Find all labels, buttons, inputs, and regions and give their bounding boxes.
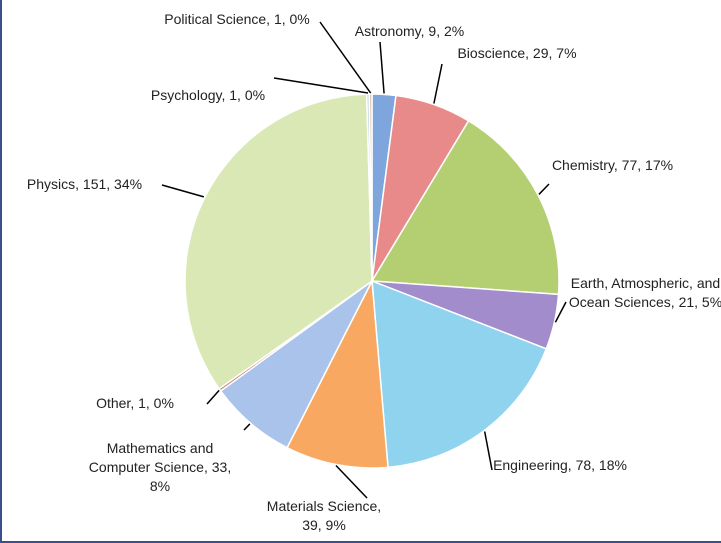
leader-line — [243, 423, 251, 431]
leader-line — [319, 21, 372, 94]
leader-line — [273, 77, 369, 94]
pie-slice — [368, 93, 373, 282]
pie-slice — [184, 93, 373, 390]
leader-line — [379, 41, 385, 94]
data-label: Bioscience, 29, 7% — [457, 45, 577, 61]
data-label: Chemistry, 77, 17% — [551, 157, 674, 173]
leader-line — [433, 63, 443, 104]
data-label: Earth, Atmospheric, and Ocean Sciences, … — [568, 275, 721, 310]
leader-line — [206, 389, 220, 405]
data-label: Engineering, 78, 18% — [493, 457, 627, 473]
data-label: Political Science, 1, 0% — [164, 11, 310, 27]
leader-line — [554, 301, 567, 323]
data-label: Other, 1, 0% — [96, 395, 174, 411]
data-label: Psychology, 1, 0% — [150, 87, 266, 103]
pie-slice — [370, 119, 560, 296]
leader-line — [483, 431, 493, 471]
pie-slice — [371, 279, 548, 469]
leader-line — [538, 183, 550, 195]
data-label: Mathematics and Computer Science, 33, 8% — [88, 440, 232, 494]
leader-line — [161, 184, 205, 198]
leader-line — [335, 464, 368, 499]
data-label: Physics, 151, 34% — [26, 176, 143, 192]
pie-slice — [286, 278, 389, 469]
data-label: Astronomy, 9, 2% — [354, 23, 465, 39]
data-label: Materials Science, 39, 9% — [266, 498, 382, 533]
